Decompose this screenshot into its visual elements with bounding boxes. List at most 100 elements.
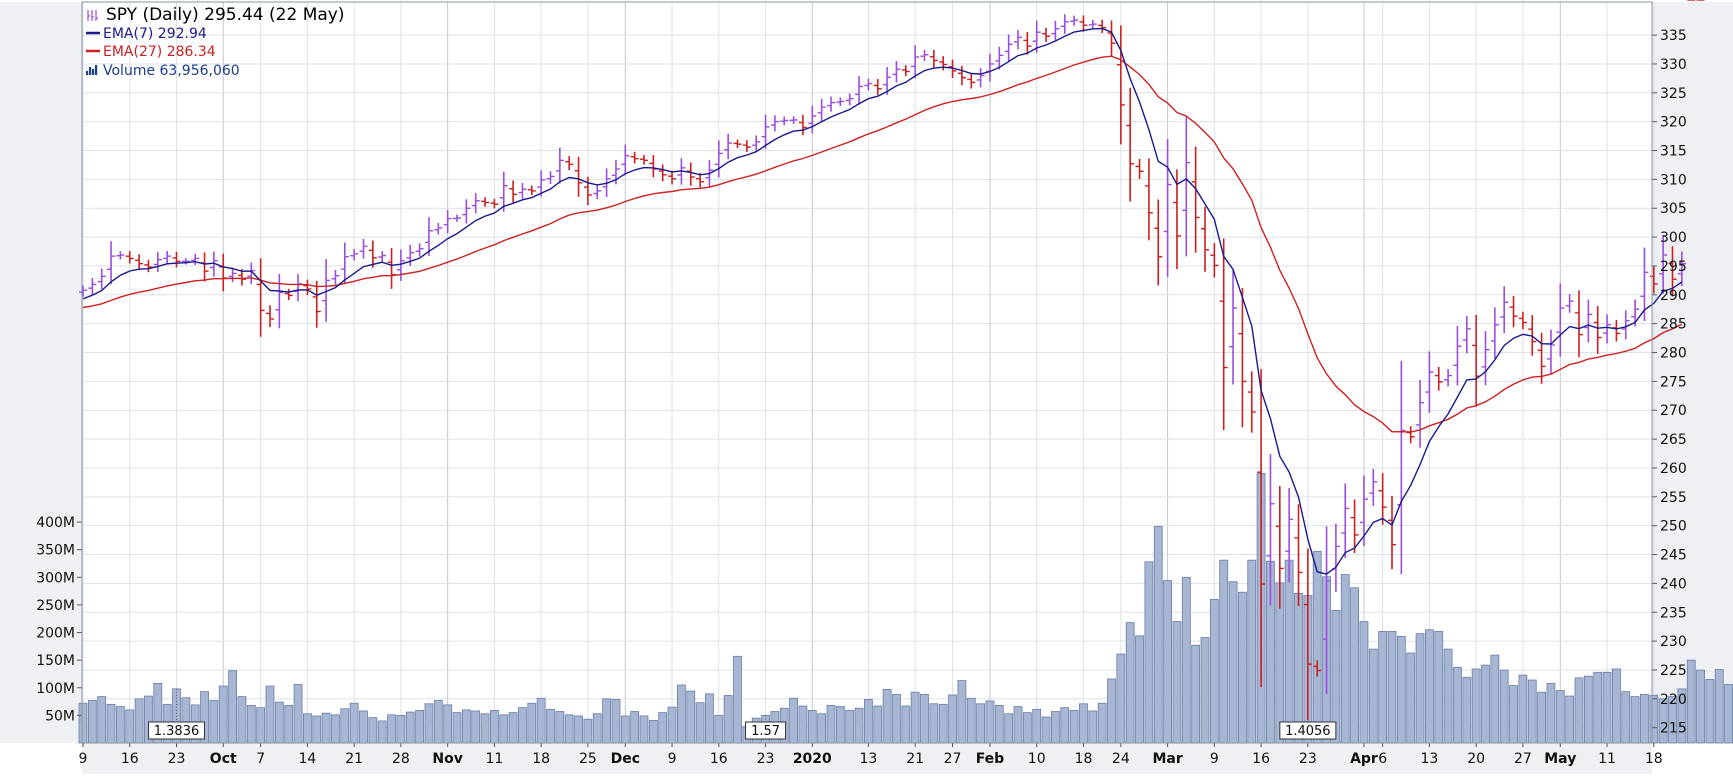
x-tick-label: 23 xyxy=(168,751,186,767)
volume-tick-label: 400M xyxy=(36,515,75,531)
ohlc-bar xyxy=(976,68,985,88)
ohlc-bar xyxy=(1229,270,1238,385)
annotation-box xyxy=(148,721,205,740)
volume-bar xyxy=(1565,695,1575,744)
price-tick-label: 330 xyxy=(1660,57,1687,73)
volume-bar xyxy=(265,685,275,744)
volume-bar xyxy=(1602,671,1612,744)
ohlc-bar xyxy=(1201,206,1209,272)
x-tick-label: 24 xyxy=(1112,751,1130,767)
volume-bar xyxy=(1013,706,1023,744)
ohlc-bar xyxy=(1565,294,1574,313)
volume-bar xyxy=(1069,710,1079,744)
ohlc-bar xyxy=(1425,351,1434,413)
volume-bar xyxy=(1593,671,1603,744)
x-tick-label: 18 xyxy=(1075,751,1093,767)
volume-bar xyxy=(1415,633,1425,744)
volume-bar xyxy=(1612,668,1621,744)
price-tick-label: 295 xyxy=(1660,259,1687,275)
ohlc-bar xyxy=(1238,288,1247,428)
volume-bar xyxy=(948,694,957,744)
volume-bar xyxy=(1714,669,1724,744)
ohlc-bar xyxy=(209,251,218,277)
ohlc-bar xyxy=(1584,299,1593,343)
volume-bar xyxy=(1088,710,1098,744)
ohlc-bar xyxy=(163,251,172,264)
ohlc-bar xyxy=(929,49,938,68)
price-tick-label: 255 xyxy=(1660,490,1687,506)
annotation-box xyxy=(1279,721,1337,740)
ohlc-bar xyxy=(312,280,321,328)
volume-bar xyxy=(1546,682,1556,744)
ohlc-bar xyxy=(406,244,415,266)
ohlc-bar xyxy=(284,288,293,301)
volume-bar xyxy=(854,707,864,744)
volume-bar xyxy=(564,714,574,744)
ohlc-bar xyxy=(303,279,312,296)
volume-bar xyxy=(1462,676,1472,744)
volume-bar xyxy=(1705,679,1715,744)
volume-bar xyxy=(1443,648,1453,744)
ohlc-bar xyxy=(742,140,751,153)
volume-bar xyxy=(1247,559,1257,744)
ohlc-bar xyxy=(1060,14,1069,34)
ohlc-bar xyxy=(593,185,602,200)
volume-bar xyxy=(1668,696,1677,744)
ohlc-bar xyxy=(1088,19,1097,30)
ohlc-bar xyxy=(1004,34,1013,62)
ohlc-bar xyxy=(565,156,574,170)
ohlc-bar xyxy=(1294,504,1303,607)
volume-bar xyxy=(957,680,967,744)
ohlc-bar xyxy=(331,270,340,285)
x-tick-label: 21 xyxy=(906,751,924,767)
ohlc-bar xyxy=(939,56,948,71)
volume-bar xyxy=(1387,631,1397,744)
volume-bar xyxy=(1041,716,1051,744)
ohlc-bar xyxy=(1014,29,1022,50)
price-tick-label: 225 xyxy=(1660,663,1687,679)
volume-bar xyxy=(1181,576,1191,744)
volume-bar xyxy=(1509,685,1518,744)
volume-bar xyxy=(106,703,116,744)
ohlc-bar xyxy=(1079,15,1088,32)
ohlc-bar xyxy=(1051,20,1060,42)
ohlc-bar xyxy=(668,170,677,185)
ohlc-bar xyxy=(256,258,265,337)
ohlc-bar xyxy=(518,182,527,199)
ohlc-bar xyxy=(845,93,854,106)
ohlc-bar xyxy=(1191,146,1200,253)
volume-bar xyxy=(1396,635,1406,744)
ohlc-bar xyxy=(1070,15,1079,26)
ohlc-bar xyxy=(1546,329,1555,375)
ohlc-bar xyxy=(1098,19,1107,34)
ohlc-bar xyxy=(733,139,742,149)
x-tick-label: 9 xyxy=(79,751,88,767)
x-tick-label: 20 xyxy=(1467,751,1485,767)
ohlc-bar xyxy=(658,164,667,182)
volume-bar xyxy=(1658,698,1668,744)
volume-bar xyxy=(611,698,621,744)
price-tick-label: 310 xyxy=(1660,172,1687,188)
volume-bar xyxy=(125,709,135,744)
annotation-text: 1.4056 xyxy=(1285,724,1331,739)
volume-bar xyxy=(1640,693,1649,744)
ohlc-bar xyxy=(462,199,471,224)
ohlc-bar xyxy=(1378,473,1387,525)
ohlc-bar xyxy=(172,251,181,268)
legend-label: EMA(27) 286.34 xyxy=(103,44,216,60)
ohlc-bar xyxy=(1509,296,1518,328)
volume-bar xyxy=(620,715,630,744)
volume-bar xyxy=(209,700,219,744)
price-tick-label: 270 xyxy=(1660,403,1687,419)
volume-bar xyxy=(1051,711,1060,744)
volume-tick-label: 150M xyxy=(36,653,75,669)
volume-bar xyxy=(1630,696,1640,744)
ohlc-bar xyxy=(836,97,845,107)
ohlc-bar xyxy=(1172,169,1181,270)
legend-label: Volume 63,956,060 xyxy=(103,63,240,79)
price-tick-label: 275 xyxy=(1660,374,1687,390)
volume-bar xyxy=(966,697,976,744)
ohlc-bar xyxy=(1677,251,1686,286)
ohlc-bar xyxy=(266,305,274,328)
